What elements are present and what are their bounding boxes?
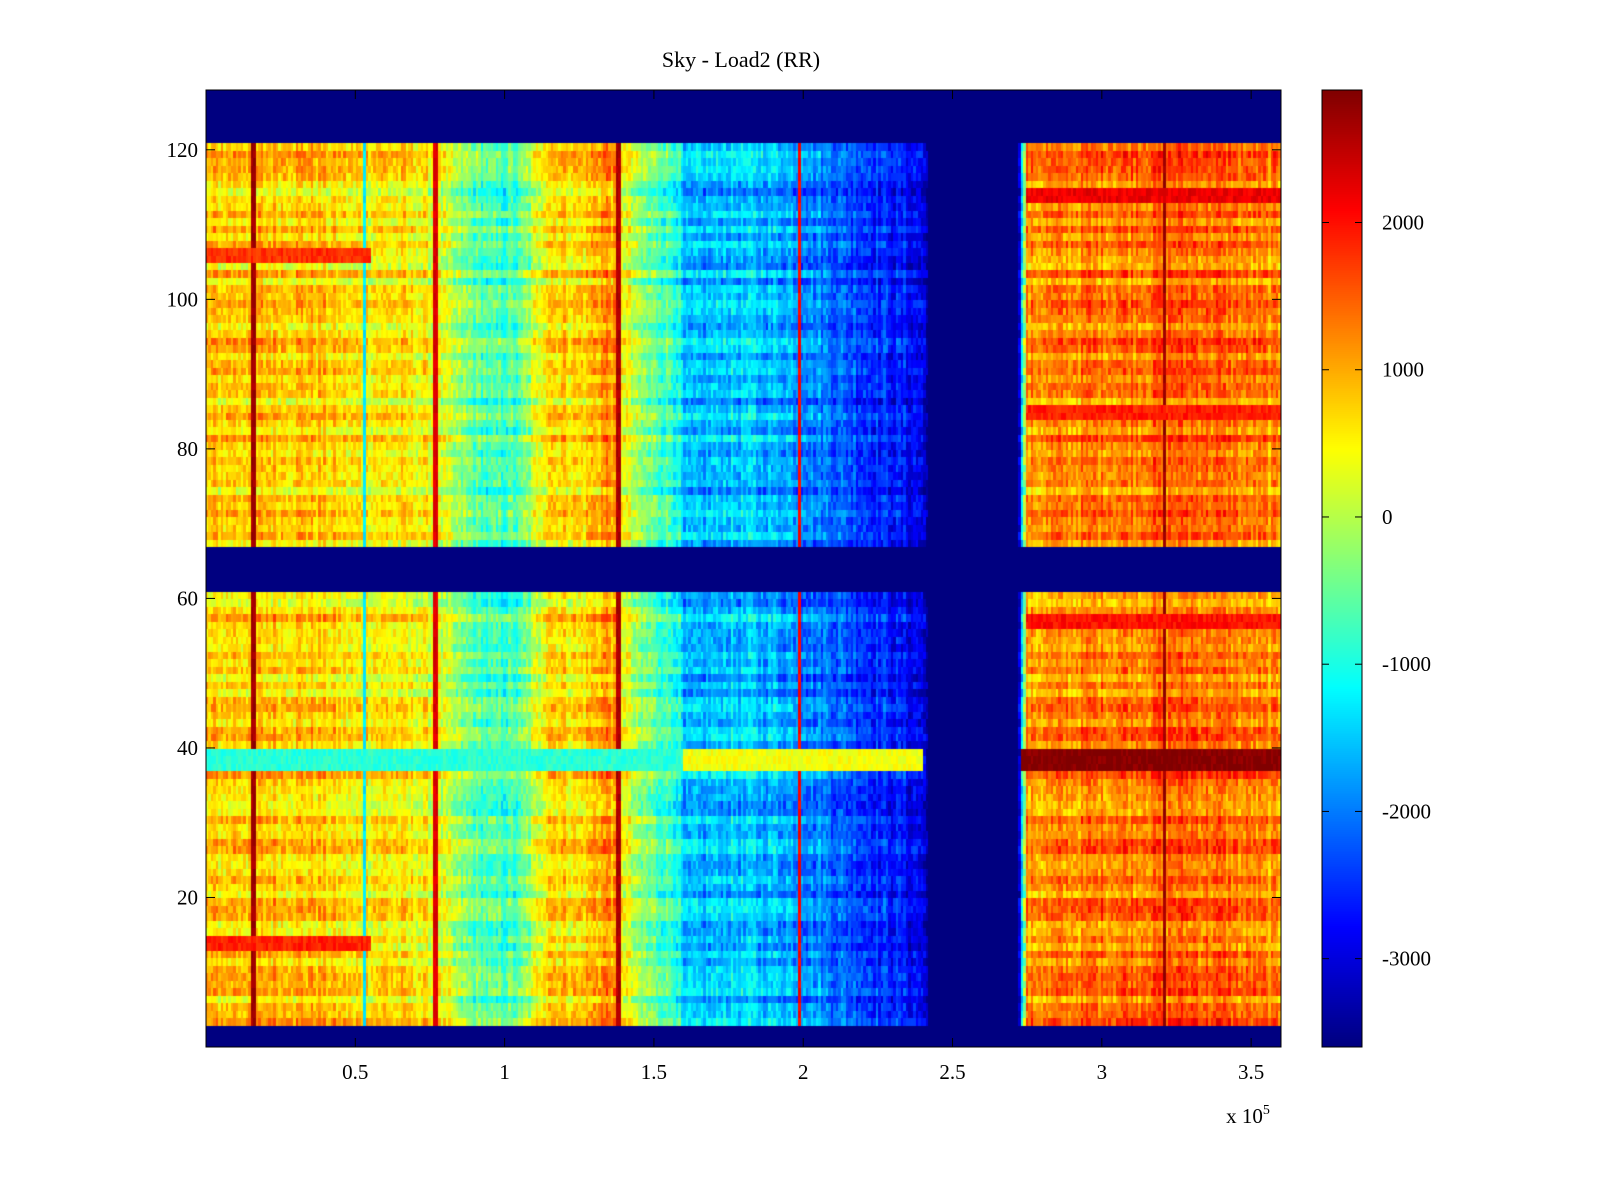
colorbar-gradient [1322, 90, 1362, 1047]
colorbar-frame [1321, 89, 1363, 1048]
heatmap-image [206, 90, 1281, 1047]
plot-frame [205, 89, 1282, 1048]
x-tick-label: 3 [1097, 1060, 1108, 1084]
colorbar-tick-label: -1000 [1382, 652, 1431, 676]
x-tick-label: 0.5 [342, 1060, 368, 1084]
y-tick-label: 100 [167, 287, 199, 311]
x-tick-label: 1 [499, 1060, 510, 1084]
colorbar-axis: 2000 1000 0 -1000 -2000 -3000 [1322, 211, 1431, 971]
x-scale-base: x 10 [1226, 1104, 1263, 1128]
colorbar [1322, 90, 1362, 1047]
colorbar-tick-label: -2000 [1382, 799, 1431, 823]
chart-title: Sky - Load2 (RR) [662, 47, 820, 72]
x-scale-label: x 105 [1226, 1103, 1270, 1128]
y-tick-label: 120 [167, 138, 199, 162]
x-scale-exponent: 5 [1263, 1103, 1270, 1118]
y-tick-label: 60 [177, 586, 198, 610]
x-tick-label: 2 [798, 1060, 809, 1084]
colorbar-tick-label: 1000 [1382, 358, 1424, 382]
x-tick-label: 2.5 [939, 1060, 965, 1084]
colorbar-tick-label: 2000 [1382, 211, 1424, 235]
x-axis: 0.5 1 1.5 2 2.5 3 3.5 [342, 90, 1264, 1084]
colorbar-tick-label: 0 [1382, 505, 1393, 529]
heatmap-plot-area [206, 90, 1281, 1047]
colorbar-tick-label: -3000 [1382, 947, 1431, 971]
y-tick-label: 20 [177, 885, 198, 909]
y-tick-label: 80 [177, 437, 198, 461]
y-tick-label: 40 [177, 736, 198, 760]
y-axis: 20 40 60 80 100 120 [167, 138, 1281, 909]
x-tick-label: 1.5 [641, 1060, 667, 1084]
x-tick-label: 3.5 [1238, 1060, 1264, 1084]
